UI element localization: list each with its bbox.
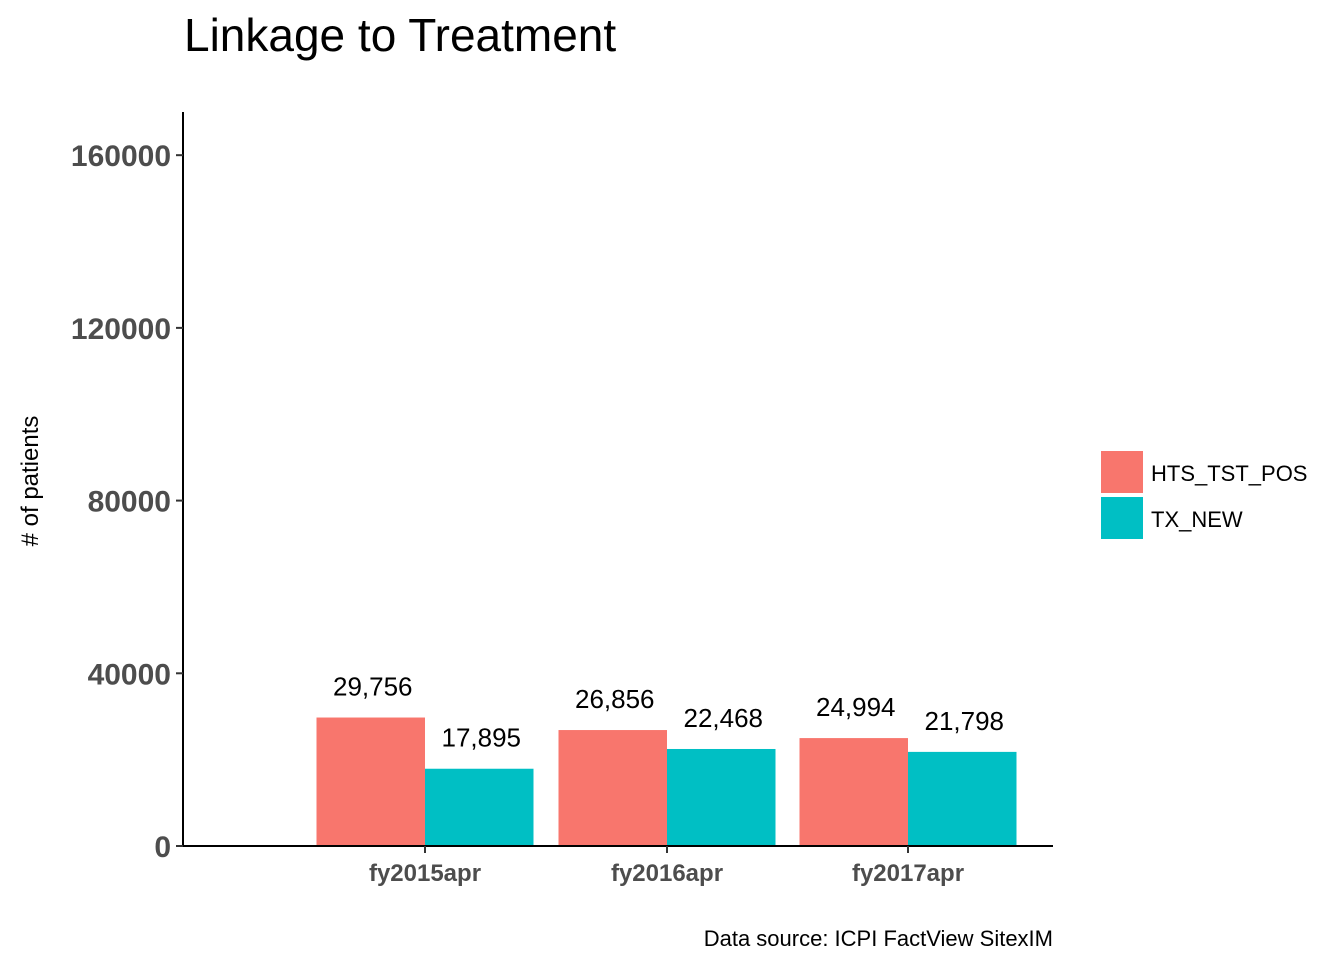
y-tick-label: 40000	[88, 658, 171, 691]
chart-title: Linkage to Treatment	[184, 9, 617, 61]
y-tick-label: 80000	[88, 486, 171, 519]
bar-hts_tst_pos-fy2017apr	[799, 738, 908, 846]
bar-tx_new-fy2015apr	[425, 768, 534, 846]
data-label: 26,856	[575, 684, 655, 714]
legend-swatch-tx_new	[1101, 497, 1143, 539]
y-tick-label: 0	[154, 831, 171, 864]
x-tick-label: fy2015apr	[369, 860, 481, 887]
y-tick-label: 160000	[71, 140, 171, 173]
data-labels-layer: 29,756 17,895 26,856 22,468 24,994 21,798	[333, 672, 1004, 753]
legend-swatch-hts_tst_pos	[1101, 451, 1143, 493]
bar-hts_tst_pos-fy2015apr	[316, 717, 425, 846]
bar-hts_tst_pos-fy2016apr	[558, 730, 667, 846]
data-label: 17,895	[441, 723, 521, 753]
x-ticks: fy2015apr fy2016apr fy2017apr	[369, 846, 964, 887]
data-label: 22,468	[683, 703, 763, 733]
legend: HTS_TST_POS TX_NEW	[1101, 451, 1307, 539]
bar-tx_new-fy2016apr	[667, 748, 776, 846]
y-tick-label: 120000	[71, 313, 171, 346]
legend-label-tx_new: TX_NEW	[1151, 507, 1243, 532]
x-tick-label: fy2017apr	[852, 860, 964, 887]
x-tick-label: fy2016apr	[611, 860, 723, 887]
data-label: 24,994	[816, 692, 896, 722]
data-source-caption: Data source: ICPI FactView SitexIM	[704, 926, 1053, 951]
bars-layer	[316, 717, 1017, 846]
bar-tx_new-fy2017apr	[908, 751, 1017, 846]
legend-label-hts_tst_pos: HTS_TST_POS	[1151, 461, 1307, 486]
y-axis-label: # of patients	[17, 416, 44, 547]
data-label: 29,756	[333, 672, 413, 702]
y-ticks: 0 40000 80000 120000 160000	[71, 140, 183, 864]
data-label: 21,798	[924, 706, 1004, 736]
